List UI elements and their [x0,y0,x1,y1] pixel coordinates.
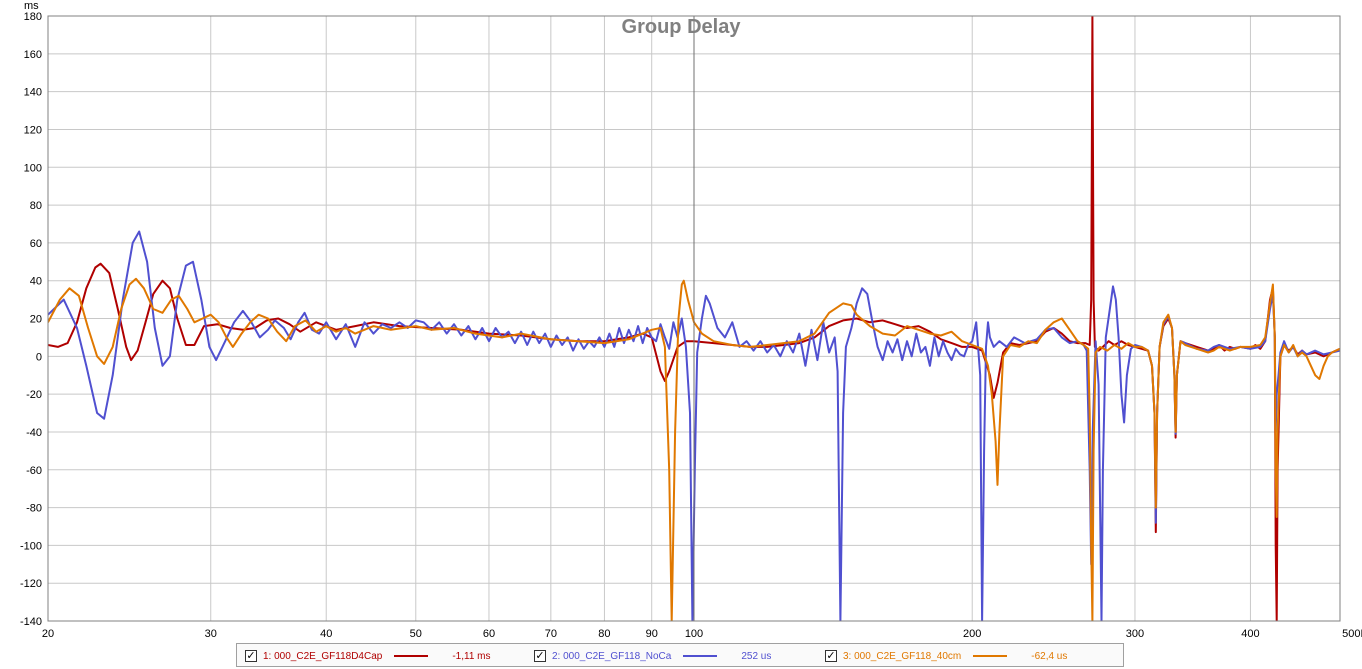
x-tick-label: 400 [1241,628,1259,640]
chart-title: Group Delay [622,16,742,38]
series-1-swatch [394,655,429,657]
y-tick-label: 80 [30,200,42,212]
series-2-readout: 252 us [741,650,772,662]
y-tick-label: -20 [26,389,42,401]
y-tick-label: -120 [20,578,42,590]
x-tick-label: 200 [963,628,981,640]
y-tick-labels: -140 -120 -100 -80 -60 -40 -20 0 20 40 60 80 100 120 1… [20,11,42,628]
y-tick-label: 60 [30,238,42,250]
series-2-name: 2: 000_C2E_GF118_NoCa [552,650,672,662]
y-tick-label: 0 [36,351,42,363]
x-tick-label: 60 [483,628,495,640]
legend-item-series-3[interactable]: ✓ 3: 000_C2E_GF118_40cm -62,4 us [825,647,1067,665]
x-tick-labels: 20 30 40 50 60 70 80 90 100 200 300 400 500Hz [42,628,1362,640]
y-tick-label: 140 [24,87,42,99]
y-tick-label: 120 [24,124,42,136]
series-lines [48,16,1340,621]
legend-item-series-2[interactable]: ✓ 2: 000_C2E_GF118_NoCa 252 us [534,647,771,665]
y-tick-label: 100 [24,162,42,174]
y-tick-label: -40 [26,427,42,439]
series-2-checkbox[interactable]: ✓ [534,650,546,662]
x-tick-label: 30 [205,628,217,640]
y-tick-label: 160 [24,49,42,61]
y-tick-label: -60 [26,465,42,477]
series-line-3 [48,277,1340,621]
x-tick-label: 80 [598,628,610,640]
y-tick-label: -80 [26,503,42,515]
x-tick-label: 500Hz [1342,628,1362,640]
legend: ✓ 1: 000_C2E_GF118D4Cap -1,11 ms ✓ 2: 00… [236,643,1124,667]
x-tick-label: 50 [410,628,422,640]
series-3-name: 3: 000_C2E_GF118_40cm [843,650,962,662]
y-axis-unit-label: ms [24,0,39,12]
series-1-checkbox[interactable]: ✓ [245,650,257,662]
y-tick-label: 40 [30,276,42,288]
series-1-readout: -1,11 ms [452,650,491,662]
y-tick-label: -140 [20,616,42,628]
x-tick-label: 20 [42,628,54,640]
series-3-checkbox[interactable]: ✓ [825,650,837,662]
x-tick-label: 70 [545,628,557,640]
y-tick-label: 180 [24,11,42,23]
x-tick-label: 300 [1126,628,1144,640]
plot-frame [47,15,1341,622]
series-2-swatch [683,655,718,657]
y-tick-label: 20 [30,314,42,326]
legend-item-series-1[interactable]: ✓ 1: 000_C2E_GF118D4Cap -1,11 ms [245,647,491,665]
y-tick-label: -100 [20,540,42,552]
x-tick-label: 100 [685,628,703,640]
series-1-name: 1: 000_C2E_GF118D4Cap [263,650,383,662]
x-tick-label: 90 [646,628,658,640]
series-3-readout: -62,4 us [1031,650,1068,662]
x-tick-label: 40 [320,628,332,640]
series-3-swatch [973,655,1008,657]
